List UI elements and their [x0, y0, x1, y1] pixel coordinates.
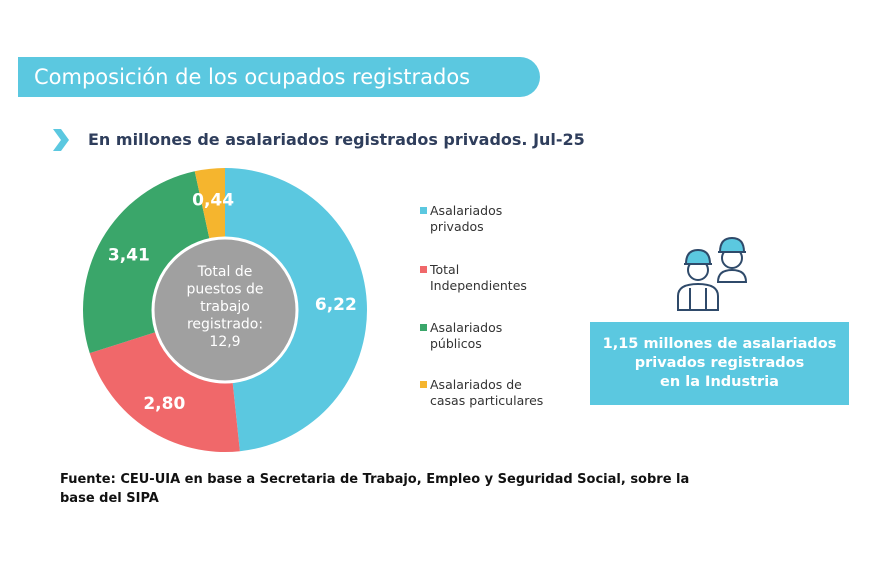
- industry-callout: 1,15 millones de asalariados privados reg…: [590, 322, 849, 405]
- title-banner: Composición de los ocupados registrados: [18, 57, 540, 97]
- center-label: trabajo: [200, 299, 250, 315]
- source-note: Fuente: CEU-UIA en base a Secretaria de …: [60, 472, 690, 506]
- legend-swatch: [420, 207, 427, 214]
- legend-swatch: [420, 266, 427, 273]
- legend-label: privados: [430, 219, 484, 234]
- slice-label: 3,41: [108, 246, 150, 266]
- slice-label: 0,44: [192, 191, 234, 211]
- legend-label: Total: [430, 262, 460, 277]
- legend-item: Total Independientes: [420, 262, 560, 294]
- center-label: 12,9: [209, 334, 240, 350]
- chevron-right-icon: [53, 129, 69, 151]
- legend-item: Asalariados públicos: [420, 320, 560, 352]
- donut-center: [151, 236, 299, 384]
- legend-label: Asalariados: [430, 320, 503, 335]
- slice-label: 2,80: [143, 394, 185, 414]
- donut-chart: 6,22 2,80 3,41 0,44 Total de puestos detrabaj…: [83, 168, 367, 452]
- workers-hardhat-icon: [677, 236, 748, 311]
- callout-line: en la Industria: [660, 374, 779, 390]
- legend-swatch: [420, 381, 427, 388]
- legend-label: públicos: [430, 336, 482, 351]
- legend-label: Asalariados: [430, 203, 503, 218]
- callout-line: 1,15 millones de asalariados: [602, 336, 837, 352]
- slice-label: 6,22: [315, 295, 357, 315]
- callout-line: privados registrados: [634, 355, 805, 371]
- legend-item: Asalariados de casas particulares: [420, 377, 560, 409]
- center-label: Total de: [197, 264, 253, 280]
- legend-label: Asalariados de: [430, 377, 522, 392]
- center-label: registrado:: [187, 317, 263, 333]
- legend-item: Asalariados privados: [420, 203, 560, 235]
- legend-label: casas particulares: [430, 393, 544, 408]
- center-label: puestos de: [187, 282, 264, 298]
- chart-subtitle: En millones de asalariados registrados p…: [88, 130, 585, 149]
- legend-swatch: [420, 324, 427, 331]
- legend-label: Independientes: [430, 278, 527, 293]
